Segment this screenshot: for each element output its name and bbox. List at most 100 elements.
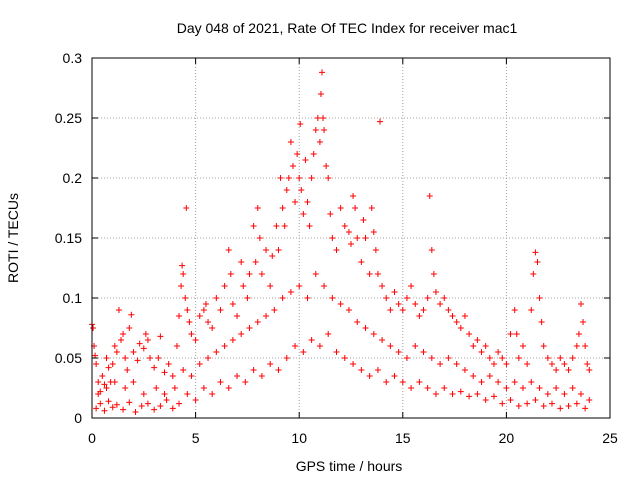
data-points [89, 69, 593, 415]
data-point [109, 361, 116, 367]
data-point [354, 319, 361, 325]
data-point [561, 391, 568, 397]
data-point [227, 271, 234, 277]
chart-title: Day 048 of 2021, Rate Of TEC Index for r… [177, 20, 518, 36]
data-point [395, 349, 402, 355]
data-point [553, 367, 560, 373]
data-point [302, 157, 309, 163]
data-point [287, 139, 294, 145]
data-point [366, 373, 373, 379]
data-point [582, 405, 589, 412]
data-point [428, 247, 435, 253]
data-point [277, 175, 284, 181]
data-point [573, 400, 580, 407]
data-point [569, 385, 576, 391]
data-point [482, 343, 489, 349]
data-point [548, 361, 555, 367]
data-point [511, 307, 518, 313]
data-point [120, 331, 127, 337]
data-point [333, 247, 340, 253]
data-point [584, 361, 591, 367]
data-point [453, 361, 460, 367]
data-point [192, 397, 199, 403]
x-tick-label: 25 [602, 430, 618, 446]
data-point [377, 118, 384, 125]
data-point [140, 391, 147, 397]
data-point [538, 319, 545, 325]
data-point [134, 357, 141, 364]
data-point [308, 337, 315, 343]
data-point [575, 331, 582, 337]
data-point [478, 379, 485, 385]
data-point [368, 205, 375, 211]
x-tick-label: 0 [88, 430, 96, 446]
data-point [348, 241, 354, 247]
data-point [412, 343, 419, 349]
data-point [528, 379, 535, 385]
data-point [441, 385, 448, 391]
data-point [273, 223, 280, 229]
data-point [105, 398, 112, 405]
data-point [490, 361, 497, 367]
data-point [437, 301, 444, 307]
data-point [320, 115, 327, 121]
data-point [449, 391, 456, 397]
data-point [101, 407, 108, 414]
data-point [111, 379, 118, 385]
data-point [304, 295, 311, 301]
data-point [200, 385, 207, 391]
data-point [217, 379, 224, 385]
data-point [120, 406, 127, 413]
data-point [283, 355, 290, 361]
data-point [312, 127, 319, 133]
data-point [238, 331, 245, 337]
data-point [379, 283, 386, 289]
data-point [113, 401, 120, 408]
data-point [387, 343, 394, 349]
data-point [126, 325, 133, 331]
data-point [279, 295, 286, 301]
data-point [281, 223, 288, 229]
data-point [513, 331, 520, 337]
data-point [395, 301, 402, 307]
data-point [213, 295, 220, 301]
data-point [183, 205, 190, 211]
data-point [391, 373, 398, 379]
data-point [188, 373, 195, 379]
data-point [157, 403, 164, 409]
data-point [565, 367, 572, 373]
data-point [153, 385, 160, 391]
data-point [196, 361, 203, 367]
data-point [350, 361, 357, 367]
data-point [165, 361, 172, 367]
data-point [178, 283, 185, 289]
y-tick-label: 0.1 [63, 290, 83, 306]
data-point [151, 406, 158, 413]
data-point [557, 405, 564, 412]
data-point [300, 211, 307, 217]
data-point [416, 313, 423, 319]
data-point [126, 399, 133, 406]
data-point [412, 301, 419, 307]
data-point [234, 313, 241, 319]
data-point [140, 345, 147, 352]
data-point [95, 391, 102, 397]
data-point [362, 325, 369, 331]
data-point [580, 319, 587, 325]
data-point [466, 331, 473, 337]
y-tick-label: 0.2 [63, 170, 83, 186]
data-point [258, 271, 265, 277]
data-point [294, 151, 301, 157]
data-point [352, 205, 359, 211]
data-point [93, 405, 100, 412]
data-point [221, 343, 228, 349]
data-point [318, 69, 325, 76]
data-point [225, 385, 232, 391]
data-point [186, 319, 193, 325]
data-point [408, 385, 415, 391]
data-point [420, 307, 427, 313]
data-point [136, 340, 143, 347]
data-point [163, 397, 170, 403]
data-point [370, 229, 377, 235]
